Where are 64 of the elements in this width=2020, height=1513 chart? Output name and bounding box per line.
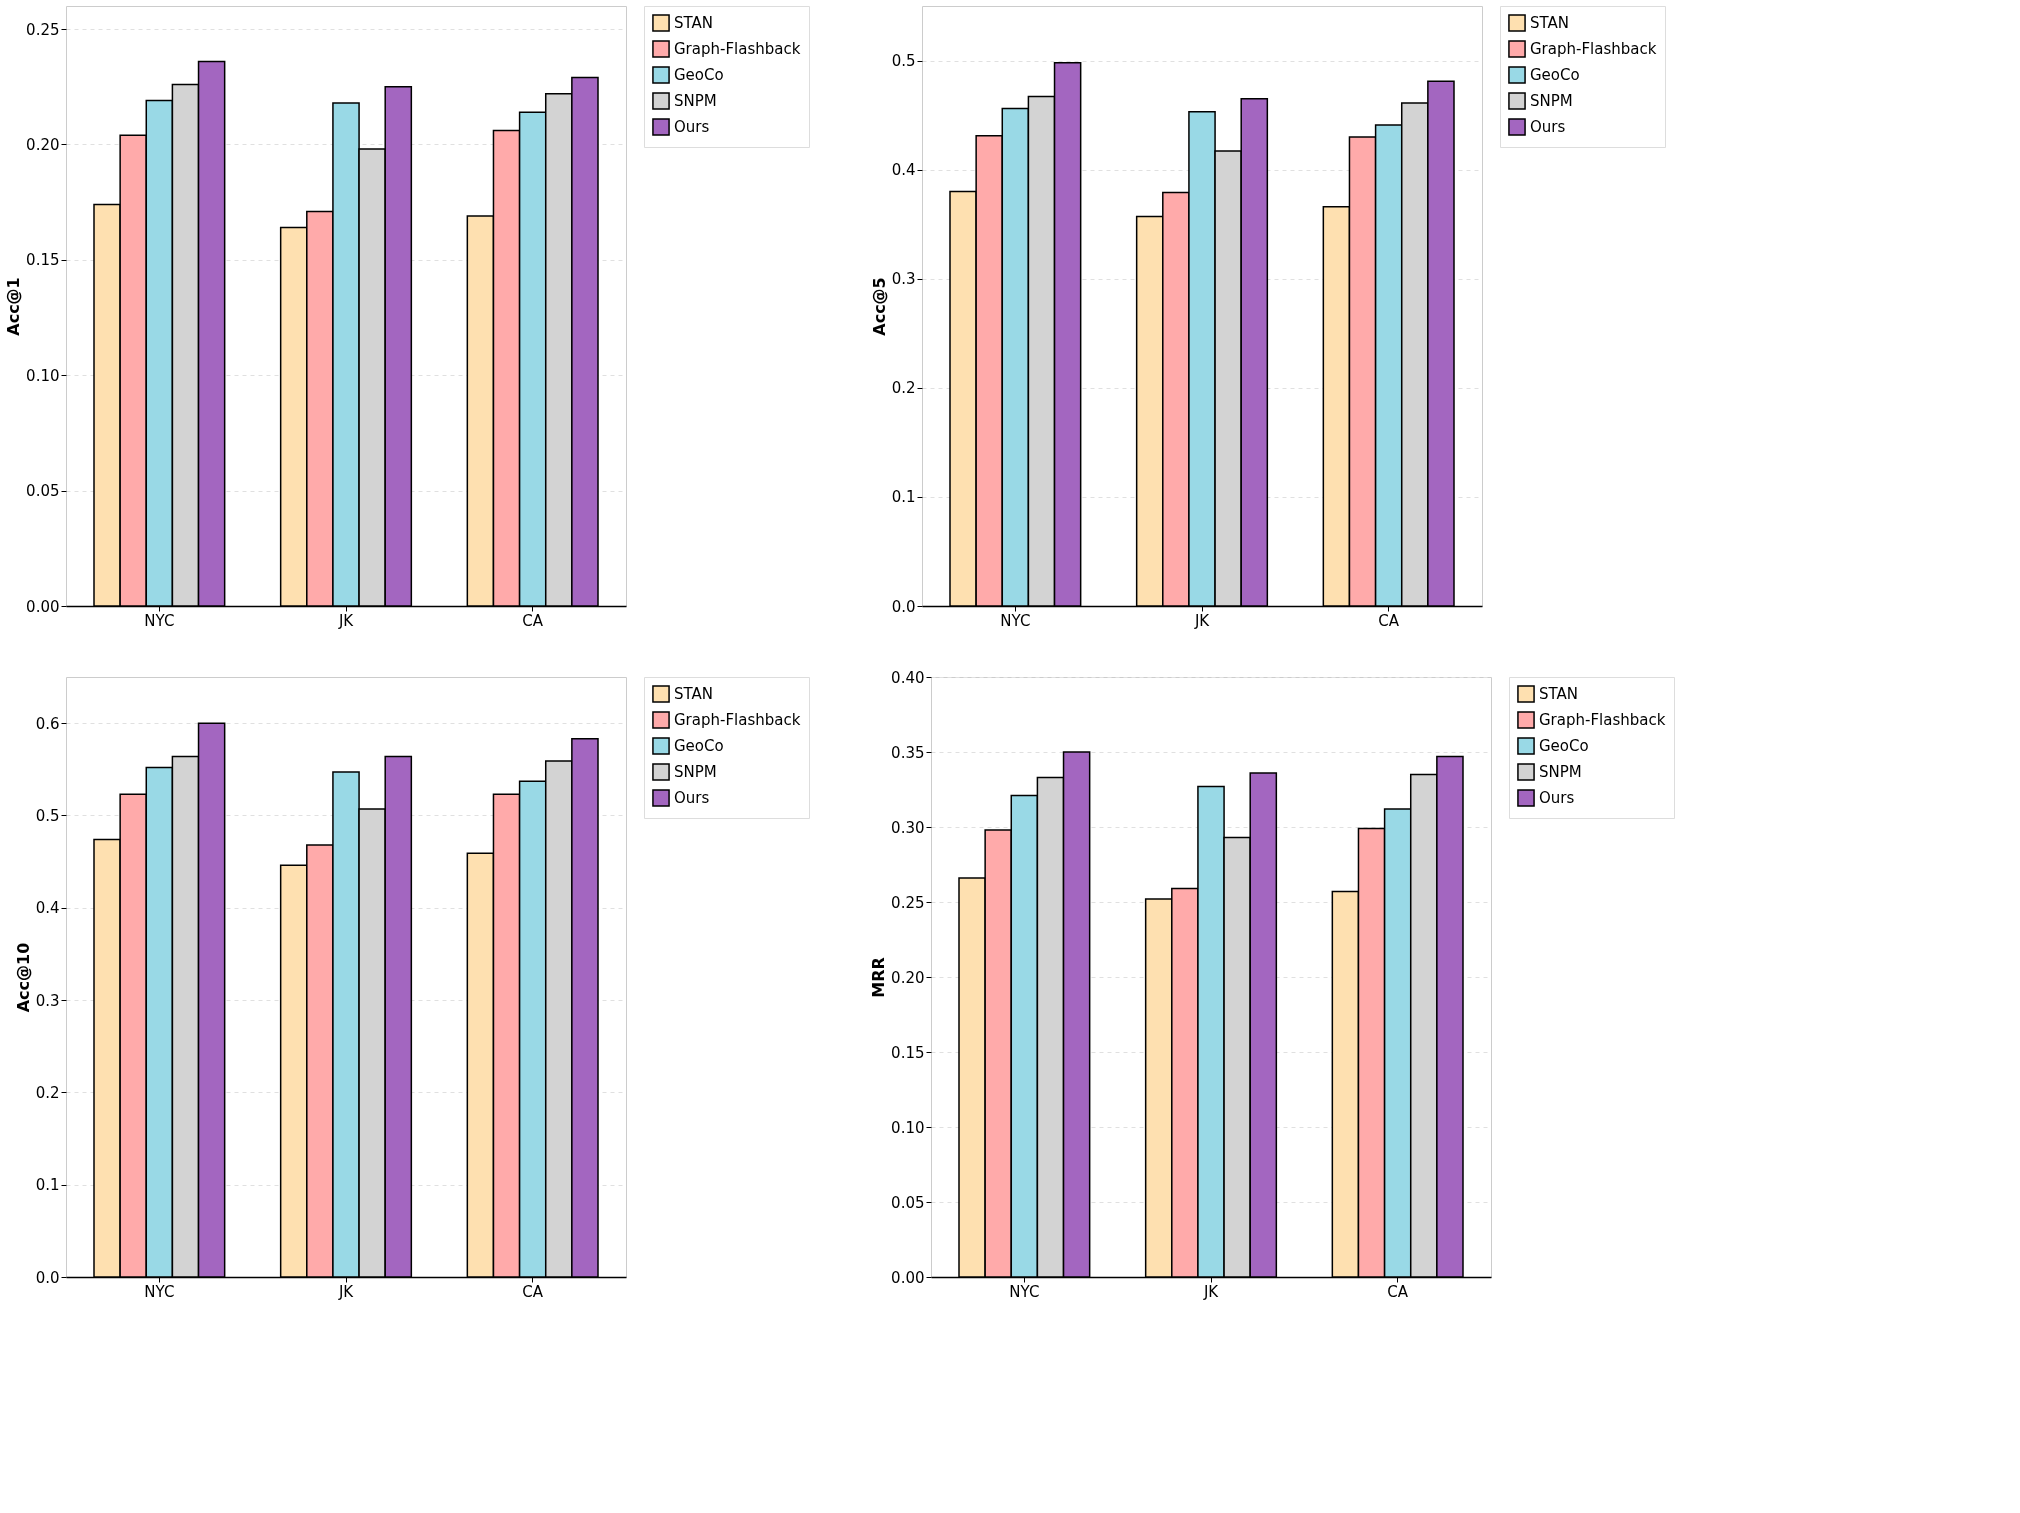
x-tick-label: CA bbox=[522, 1282, 544, 1301]
legend-label: SNPM bbox=[1539, 763, 1582, 781]
legend-label: GeoCo bbox=[674, 737, 724, 755]
x-tick-label: JK bbox=[1202, 1282, 1220, 1301]
y-tick-label: 0.15 bbox=[891, 1043, 925, 1062]
y-tick-label: 0.05 bbox=[891, 1193, 925, 1212]
legend-label: Graph-Flashback bbox=[674, 711, 801, 729]
y-tick-label: 0.00 bbox=[26, 597, 60, 616]
x-tick-label: JK bbox=[1193, 611, 1211, 630]
legend-label: Graph-Flashback bbox=[1539, 711, 1666, 729]
legend-label: Ours bbox=[1539, 789, 1575, 807]
x-tick-label: JK bbox=[337, 1282, 355, 1301]
y-tick-label: 0.2 bbox=[35, 1083, 60, 1102]
legend-label: SNPM bbox=[674, 92, 717, 110]
y-tick-label: 0.20 bbox=[26, 135, 60, 154]
y-tick-label: 0.0 bbox=[891, 597, 916, 616]
x-tick-label: NYC bbox=[144, 1282, 175, 1301]
y-tick-label: 0.25 bbox=[891, 893, 925, 912]
y-tick-label: 0.6 bbox=[35, 714, 60, 733]
y-axis-title: Acc@1 bbox=[4, 277, 24, 336]
y-tick-label: 0.05 bbox=[26, 482, 60, 501]
legend-label: STAN bbox=[674, 14, 714, 32]
legend-label: Graph-Flashback bbox=[1530, 40, 1657, 58]
legend-label: STAN bbox=[1530, 14, 1570, 32]
y-tick-label: 0.4 bbox=[891, 161, 916, 180]
y-tick-label: 0.30 bbox=[891, 818, 925, 837]
y-tick-label: 0.15 bbox=[26, 251, 60, 270]
x-tick-label: CA bbox=[1387, 1282, 1409, 1301]
legend-label: GeoCo bbox=[1539, 737, 1589, 755]
legend-label: STAN bbox=[1539, 685, 1579, 703]
legend-label: SNPM bbox=[674, 763, 717, 781]
y-tick-label: 0.00 bbox=[891, 1268, 925, 1287]
y-tick-label: 0.3 bbox=[891, 270, 916, 289]
y-tick-label: 0.3 bbox=[35, 991, 60, 1010]
y-tick-label: 0.0 bbox=[35, 1268, 60, 1287]
y-tick-label: 0.5 bbox=[35, 806, 60, 825]
x-tick-label: NYC bbox=[144, 611, 175, 630]
x-tick-label: CA bbox=[522, 611, 544, 630]
legend-label: GeoCo bbox=[1530, 66, 1580, 84]
x-tick-label: JK bbox=[337, 611, 355, 630]
legend-label: GeoCo bbox=[674, 66, 724, 84]
y-tick-label: 0.40 bbox=[891, 668, 925, 687]
y-tick-label: 0.35 bbox=[891, 743, 925, 762]
x-tick-label: CA bbox=[1378, 611, 1400, 630]
x-tick-label: NYC bbox=[1000, 611, 1031, 630]
legend-label: SNPM bbox=[1530, 92, 1573, 110]
legend-label: STAN bbox=[674, 685, 714, 703]
y-axis-title: Acc@5 bbox=[869, 277, 889, 336]
legend-label: Ours bbox=[1530, 118, 1566, 136]
legend-label: Ours bbox=[674, 789, 710, 807]
y-tick-label: 0.4 bbox=[35, 899, 60, 918]
legend-label: Ours bbox=[674, 118, 710, 136]
y-tick-label: 0.5 bbox=[891, 52, 916, 71]
y-axis-title: MRR bbox=[869, 957, 889, 998]
y-tick-label: 0.1 bbox=[35, 1176, 60, 1195]
y-tick-label: 0.10 bbox=[26, 366, 60, 385]
y-tick-label: 0.10 bbox=[891, 1118, 925, 1137]
y-tick-label: 0.25 bbox=[26, 20, 60, 39]
y-tick-label: 0.1 bbox=[891, 488, 916, 507]
x-tick-label: NYC bbox=[1009, 1282, 1040, 1301]
y-axis-title: Acc@10 bbox=[13, 942, 33, 1013]
y-tick-label: 0.2 bbox=[891, 379, 916, 398]
y-tick-label: 0.20 bbox=[891, 968, 925, 987]
legend-label: Graph-Flashback bbox=[674, 40, 801, 58]
